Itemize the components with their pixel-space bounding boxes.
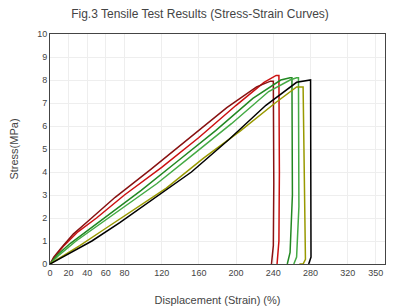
svg-text:6: 6 xyxy=(42,121,47,131)
svg-text:10: 10 xyxy=(37,29,47,39)
svg-text:120: 120 xyxy=(154,268,169,278)
svg-text:200: 200 xyxy=(229,268,244,278)
svg-text:320: 320 xyxy=(340,268,355,278)
svg-text:60: 60 xyxy=(101,268,111,278)
svg-text:1: 1 xyxy=(42,236,47,246)
svg-text:2: 2 xyxy=(42,213,47,223)
svg-text:280: 280 xyxy=(303,268,318,278)
svg-text:Fig.3 Tensile Test Results (St: Fig.3 Tensile Test Results (Stress-Strai… xyxy=(71,7,329,21)
svg-text:9: 9 xyxy=(42,52,47,62)
svg-text:20: 20 xyxy=(64,268,74,278)
svg-text:4: 4 xyxy=(42,167,47,177)
svg-text:0: 0 xyxy=(47,268,52,278)
svg-text:160: 160 xyxy=(191,268,206,278)
svg-text:Stress(MPa): Stress(MPa) xyxy=(8,118,20,179)
svg-text:Displacement (Strain) (%): Displacement (Strain) (%) xyxy=(155,294,281,306)
svg-text:0: 0 xyxy=(42,259,47,269)
svg-text:350: 350 xyxy=(368,268,383,278)
svg-text:40: 40 xyxy=(82,268,92,278)
svg-text:8: 8 xyxy=(42,75,47,85)
svg-text:5: 5 xyxy=(42,144,47,154)
svg-text:7: 7 xyxy=(42,98,47,108)
svg-text:3: 3 xyxy=(42,190,47,200)
svg-text:80: 80 xyxy=(119,268,129,278)
svg-text:240: 240 xyxy=(266,268,281,278)
